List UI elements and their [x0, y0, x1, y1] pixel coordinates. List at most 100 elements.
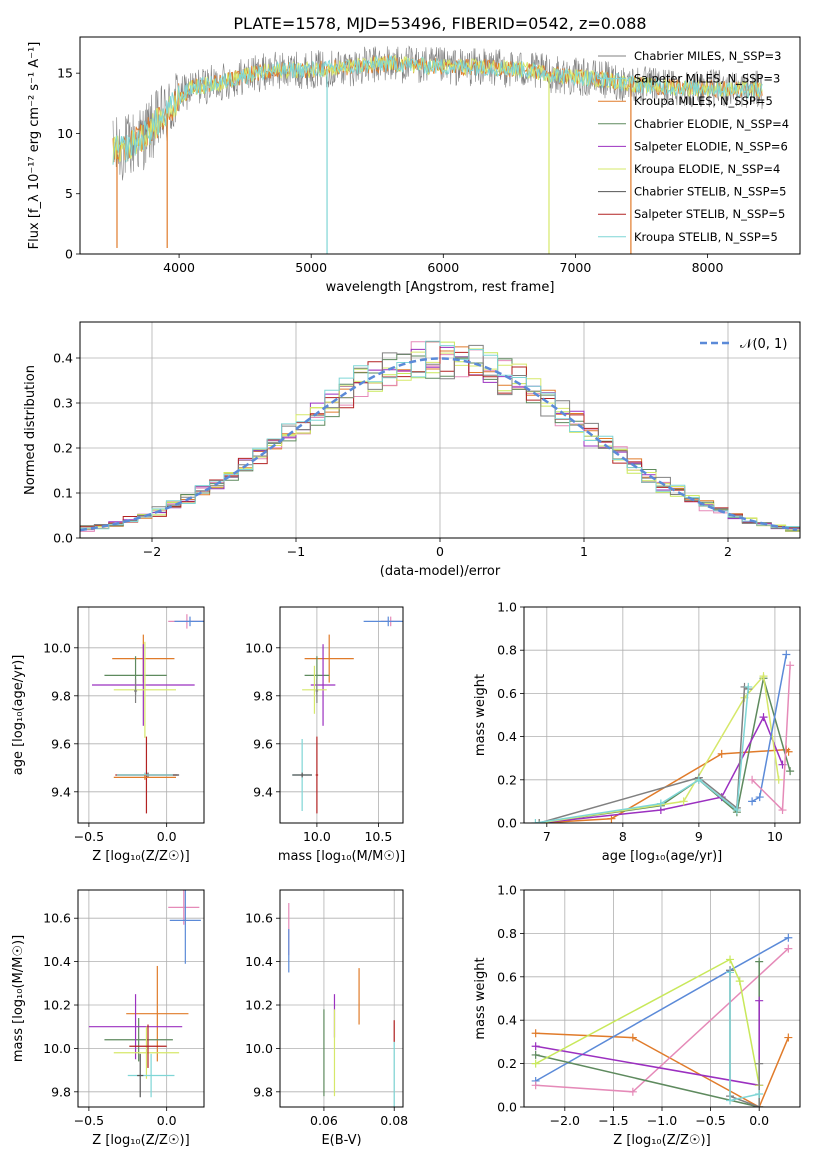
y-tick-label: 10.4	[43, 954, 71, 969]
series-marker	[748, 775, 757, 784]
x-tick-label: 0.08	[380, 1113, 408, 1128]
data-point	[315, 736, 319, 814]
y-tick-label: 10	[57, 126, 73, 141]
plot-area	[288, 903, 395, 1107]
series-marker	[531, 1050, 540, 1059]
y-tick-label: 0.2	[53, 441, 73, 456]
y-tick-label: 9.4	[51, 784, 71, 799]
y-axis-label: mass weight	[473, 957, 488, 1039]
y-tick-label: 0.1	[53, 486, 73, 501]
spectrum-line	[112, 45, 764, 181]
data-point	[113, 1026, 180, 1079]
y-tick-label: 9.4	[253, 784, 273, 799]
y-tick-label: 10.0	[245, 1041, 273, 1056]
series-line	[535, 1000, 760, 1087]
x-tick-label: 0	[436, 544, 444, 559]
y-axis-label: Flux [f_λ 10⁻¹⁷ erg cm⁻² s⁻¹ A⁻¹]	[27, 42, 42, 250]
legend-entry: Kroupa MILES, N_SSP=5	[634, 94, 773, 108]
y-tick-label: 1.0	[497, 883, 517, 898]
x-tick-label: 0.0	[749, 1113, 769, 1128]
legend-entry: Chabrier MILES, N_SSP=3	[634, 49, 781, 63]
y-tick-label: 10.2	[245, 998, 273, 1013]
series-marker	[744, 682, 753, 691]
axes-frame	[79, 36, 801, 255]
series-marker	[755, 1103, 764, 1107]
x-tick-label: −2	[143, 544, 161, 559]
residual-histogram	[80, 340, 800, 532]
series-marker	[784, 944, 793, 953]
series-marker	[531, 1081, 540, 1090]
series-marker	[755, 793, 764, 802]
x-tick-label: −0.5	[74, 1113, 104, 1128]
series-marker	[759, 713, 768, 722]
series-marker	[535, 819, 544, 823]
x-tick-label: 5000	[295, 260, 327, 275]
x-tick-label: 1	[580, 544, 588, 559]
data-point	[92, 644, 195, 726]
x-tick-label: 6000	[427, 260, 459, 275]
x-tick-label: 4000	[163, 260, 195, 275]
y-tick-label: 0.2	[497, 772, 517, 787]
series-marker	[656, 799, 665, 808]
y-axis-label: age [log₁₀(age/yr)]	[11, 655, 26, 776]
y-tick-label: 9.8	[253, 1084, 273, 1099]
x-tick-label: 0.0	[157, 1113, 177, 1128]
axes-frame	[77, 606, 205, 824]
plot-area	[292, 616, 403, 814]
y-tick-label: 10.6	[43, 911, 71, 926]
series-marker	[784, 1033, 793, 1042]
data-point	[363, 616, 403, 627]
x-tick-label: 7000	[560, 260, 592, 275]
y-tick-label: 9.8	[51, 688, 71, 703]
y-tick-label: 0.6	[497, 969, 517, 984]
data-point	[315, 679, 319, 703]
y-axis-label: mass [log₁₀(M/M☉)]	[11, 935, 26, 1062]
x-axis-label: E(B-V)	[321, 1133, 361, 1148]
series-marker	[726, 1096, 735, 1105]
x-tick-label: 10.5	[364, 829, 392, 844]
x-tick-label: 8	[619, 829, 627, 844]
y-tick-label: 9.6	[51, 736, 71, 751]
series-marker	[755, 1059, 764, 1068]
x-tick-label: −0.5	[74, 829, 104, 844]
y-tick-label: 15	[57, 66, 73, 81]
series-line	[538, 685, 749, 823]
axes-frame	[77, 889, 205, 1108]
y-tick-label: 0.0	[53, 531, 73, 546]
data-point	[169, 890, 201, 964]
series-marker	[531, 1059, 540, 1068]
series-marker	[786, 767, 795, 776]
y-tick-label: 9.8	[253, 688, 273, 703]
series-line	[535, 686, 750, 823]
series-line	[535, 1032, 789, 1107]
panel-mass_vs_Z: −0.5 0.0 9.8 10.0 10.2 10.4 10.6 Z [log₁₀(Z/Z☉)…	[11, 889, 205, 1148]
data-point	[134, 679, 138, 703]
series-marker	[755, 1089, 764, 1098]
y-tick-label: 0.4	[53, 351, 73, 366]
legend-entry: Kroupa STELIB, N_SSP=5	[634, 230, 778, 244]
axes-frame	[523, 606, 801, 824]
data-point	[113, 641, 176, 738]
x-tick-label: 10	[767, 829, 783, 844]
series-marker	[694, 775, 703, 784]
plot-area	[88, 890, 201, 1098]
y-tick-label: 1.0	[497, 600, 517, 615]
y-tick-label: 0.2	[497, 1056, 517, 1071]
x-axis-label: Z [log₁₀(Z/Z☉)]	[613, 1133, 710, 1148]
y-tick-label: 0.6	[497, 686, 517, 701]
y-tick-label: 10.0	[43, 1041, 71, 1056]
data-point	[126, 965, 189, 1062]
axes-frame	[79, 321, 801, 539]
y-tick-label: 0.4	[497, 1013, 517, 1028]
y-tick-label: 0.8	[497, 926, 517, 941]
y-tick-label: 5	[65, 186, 73, 201]
x-axis-label: (data-model)/error	[380, 564, 501, 579]
x-axis-label: Z [log₁₀(Z/Z☉)]	[92, 1133, 189, 1148]
legend-entry: Chabrier ELODIE, N_SSP=4	[634, 117, 789, 131]
series-marker	[717, 749, 726, 758]
axes-frame	[279, 606, 404, 824]
x-axis-label: Z [log₁₀(Z/Z☉)]	[92, 849, 189, 864]
data-point	[127, 1053, 175, 1098]
x-tick-label: 8000	[692, 260, 724, 275]
